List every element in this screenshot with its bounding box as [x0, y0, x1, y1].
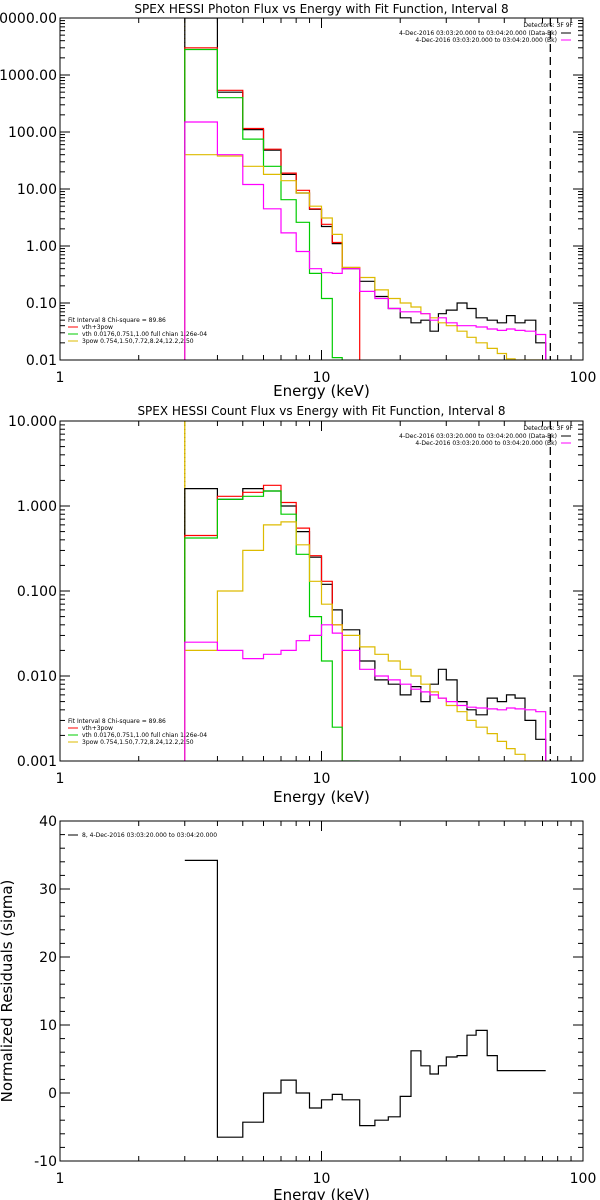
series-line-2: [184, 490, 360, 761]
series-line-1: [184, 47, 361, 360]
series-line-2: [184, 48, 343, 360]
plot-area: [184, 18, 551, 360]
plot-frame: [59, 420, 584, 762]
y-tick-label: 1000.00: [0, 68, 57, 84]
chart-title: SPEX HESSI Photon Flux vs Energy with Fi…: [134, 2, 508, 16]
x-axis-label: Energy (keV): [273, 1186, 370, 1200]
y-tick-label: 10000.00: [0, 11, 57, 27]
x-axis-label: Energy (keV): [273, 788, 370, 806]
series-line-3: [184, 521, 546, 761]
y-tick-label: 10.000: [8, 414, 57, 430]
y-tick-label: 30: [39, 882, 57, 898]
y-tick-label: 0.001: [17, 754, 57, 770]
legend-label: vth+3pow: [82, 725, 113, 732]
legend-label: 4-Dec-2016 03:03:20.000 to 03:04:20.000 …: [399, 30, 557, 37]
y-axis-label: Normalized Residuals (sigma): [0, 880, 16, 1103]
legend-label: 4-Dec-2016 03:03:20.000 to 03:04:20.000 …: [415, 37, 557, 44]
y-tick-label: 20: [39, 950, 57, 966]
legend-header: Fit Interval 8 Chi-square = 89.86: [68, 317, 166, 324]
y-tick-label: 10: [39, 1018, 57, 1034]
chart-title: SPEX HESSI Count Flux vs Energy with Fit…: [137, 404, 505, 418]
series-line-0: [184, 18, 547, 360]
x-tick-label: 100: [570, 1171, 597, 1187]
residuals-panel: 1 10 100 -10 0 10 20 30 40 Energy (keV) Normalized…: [0, 814, 596, 1200]
series-line-4: [184, 624, 547, 761]
legend-label: 3pow 0.754,1.50,7.72,8.24,12.2,2.50: [82, 739, 194, 746]
count-flux-panel: SPEX HESSI Count Flux vs Energy with Fit…: [8, 404, 596, 806]
series-line-4: [184, 121, 547, 360]
legend-label: vth 0.0176,0.751,1.00 full chian 1.26e-0…: [82, 732, 207, 739]
legend-header: Detectors: 3F 9F: [523, 22, 573, 29]
y-tick-label: 1.00: [26, 239, 57, 255]
x-tick-label: 1: [56, 771, 65, 787]
y-tick-label: 100.00: [8, 125, 57, 141]
series-line-1: [184, 484, 343, 761]
x-tick-label: 1: [56, 1171, 65, 1187]
legend-label: vth 0.0176,0.751,1.00 full chian 1.26e-0…: [82, 331, 207, 338]
x-tick-label: 10: [313, 1171, 331, 1187]
x-tick-label: 100: [570, 370, 597, 386]
legend-label: 4-Dec-2016 03:03:20.000 to 03:04:20.000 …: [399, 433, 557, 440]
y-tick-label: 10.00: [17, 182, 57, 198]
x-tick-label: 1: [56, 370, 65, 386]
plot-frame: [59, 17, 584, 361]
photon-flux-panel: SPEX HESSI Photon Flux vs Energy with Fi…: [0, 2, 596, 400]
plot-area: [184, 421, 551, 761]
x-axis-label: Energy (keV): [273, 382, 370, 400]
plot-area: [184, 859, 546, 1138]
x-tick-label: 10: [313, 771, 331, 787]
y-tick-label: 0.100: [17, 584, 57, 600]
series-line-0: [184, 859, 546, 1138]
y-tick-label: 40: [39, 814, 57, 830]
series-line-3: [184, 154, 546, 360]
series-line-0: [184, 488, 547, 761]
x-tick-label: 100: [570, 771, 597, 787]
legend-label: 3pow 0.754,1.50,7.72,8.24,12.2,2.50: [82, 338, 194, 345]
y-tick-label: 0.01: [26, 353, 57, 369]
x-tick-label: 10: [313, 370, 331, 386]
legend-label: 8, 4-Dec-2016 03:03:20.000 to 03:04:20.0…: [82, 832, 217, 839]
legend-label: 4-Dec-2016 03:03:20.000 to 03:04:20.000 …: [415, 440, 557, 447]
y-tick-label: -10: [34, 1154, 57, 1170]
legend-header: Detectors: 3F 9F: [523, 425, 573, 432]
y-tick-label: 1.000: [17, 499, 57, 515]
y-tick-label: 0: [48, 1086, 57, 1102]
legend-header: Fit Interval 8 Chi-square = 89.86: [68, 718, 166, 725]
y-tick-label: 0.10: [26, 296, 57, 312]
y-tick-label: 0.010: [17, 669, 57, 685]
legend-label: vth+3pow: [82, 324, 113, 331]
plot-frame: [59, 820, 584, 1162]
